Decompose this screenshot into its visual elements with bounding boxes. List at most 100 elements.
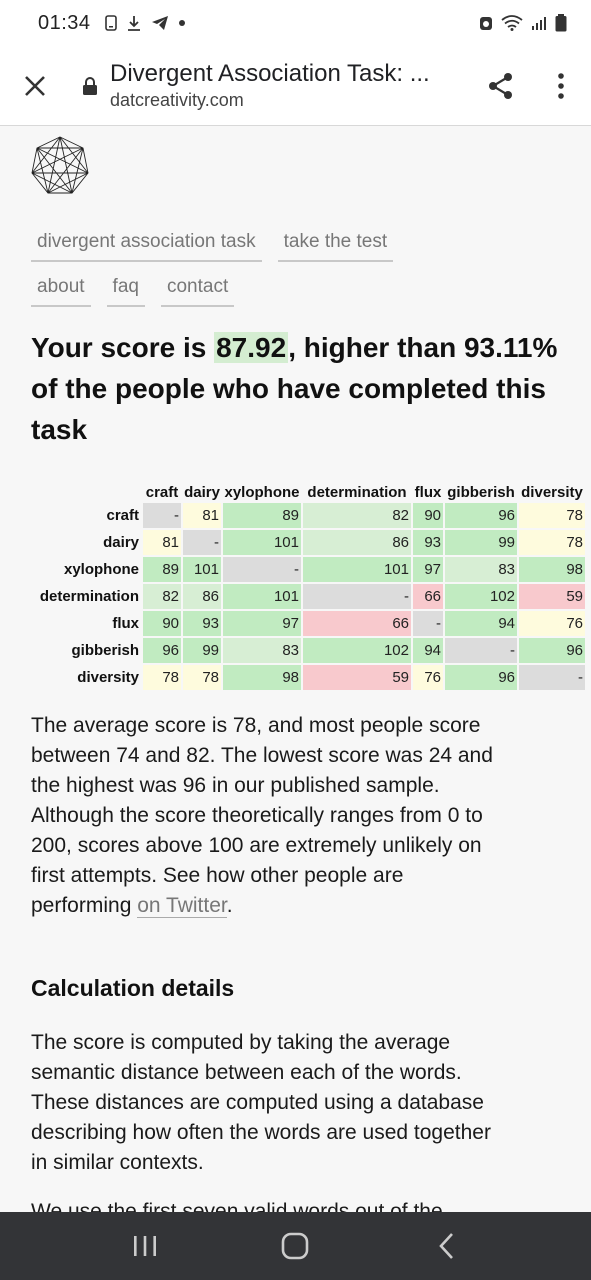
matrix-row: dairy 81-101 86 93 99 78 <box>2 530 585 555</box>
matrix-cell: 96 <box>445 665 517 690</box>
distance-matrix: craft dairy xylophone determination flux gibb… <box>0 479 591 692</box>
matrix-cell: 102 <box>303 638 411 663</box>
matrix-column-header: flux <box>414 484 442 501</box>
average-score-paragraph: The average score is 78, and most people… <box>31 711 501 921</box>
matrix-row-header: craft <box>106 507 139 524</box>
recent-apps-button[interactable] <box>115 1216 175 1276</box>
average-score-text: The average score is 78, and most people… <box>31 714 493 917</box>
calculation-paragraph: The score is computed by taking the aver… <box>31 1031 491 1174</box>
word-selection-paragraph: We use the first seven valid words out o… <box>31 1200 443 1212</box>
matrix-cell: 78 <box>143 665 181 690</box>
matrix-row-header: diversity <box>77 669 139 686</box>
matrix-cell: 90 <box>143 611 181 636</box>
matrix-cell: 78 <box>519 530 585 555</box>
matrix-cell: 102 <box>445 584 517 609</box>
score-value: 87.92 <box>214 332 289 363</box>
matrix-cell: 66 <box>303 611 411 636</box>
matrix-cell: 101 <box>223 584 301 609</box>
matrix-cell: 78 <box>519 503 585 528</box>
home-icon <box>282 1232 309 1260</box>
nav-link-about[interactable]: about <box>31 272 91 307</box>
heptagon-logo-icon[interactable] <box>29 135 91 197</box>
browser-toolbar: Divergent Association Task: ... datcreat… <box>0 46 591 126</box>
matrix-cell: 99 <box>445 530 517 555</box>
matrix-row-header: xylophone <box>63 561 139 578</box>
matrix-cell: 83 <box>445 557 517 582</box>
close-icon <box>25 75 45 96</box>
page-title: Divergent Association Task: ... <box>110 60 430 87</box>
page-domain: datcreativity.com <box>110 90 244 110</box>
share-icon <box>489 72 512 99</box>
matrix-cell: 101 <box>183 557 221 582</box>
matrix-cell: - <box>223 557 301 582</box>
matrix-cell: 83 <box>223 638 301 663</box>
telegram-icon <box>151 16 168 30</box>
close-tab-button[interactable] <box>0 46 70 126</box>
matrix-cell: 59 <box>519 584 585 609</box>
twitter-link[interactable]: on Twitter <box>137 894 227 918</box>
status-bar: 01:34 <box>0 0 591 46</box>
matrix-cell: 66 <box>413 584 443 609</box>
matrix-cell: 81 <box>183 503 221 528</box>
site-navigation: divergent association task take the test… <box>31 227 551 317</box>
battery-icon <box>555 14 567 32</box>
nav-link-contact[interactable]: contact <box>160 272 235 307</box>
matrix-corner <box>2 481 141 501</box>
matrix-cell: 96 <box>519 638 585 663</box>
calculation-details-heading: Calculation details <box>31 975 235 1001</box>
matrix-row: flux 90 93 97 66-94 76 <box>2 611 585 636</box>
matrix-cell: 78 <box>183 665 221 690</box>
matrix-cell: 93 <box>413 530 443 555</box>
matrix-cell: 89 <box>223 503 301 528</box>
matrix-cell: - <box>519 665 585 690</box>
matrix-cell: 97 <box>223 611 301 636</box>
matrix-cell: 81 <box>143 530 181 555</box>
matrix-cell: 90 <box>413 503 443 528</box>
matrix-cell: - <box>303 584 411 609</box>
matrix-row-header: dairy <box>103 534 139 551</box>
matrix-cell: 98 <box>223 665 301 690</box>
more-options-button[interactable] <box>531 46 591 126</box>
score-heading: Your score is 87.92, higher than 93.11% … <box>31 327 571 450</box>
matrix-cell: 82 <box>143 584 181 609</box>
recent-apps-icon <box>134 1236 157 1256</box>
signal-icon <box>532 17 546 30</box>
matrix-cell: 89 <box>143 557 181 582</box>
site-info-button[interactable] <box>70 76 110 96</box>
download-icon <box>127 16 140 31</box>
back-button[interactable] <box>416 1216 476 1276</box>
matrix-cell: - <box>183 530 221 555</box>
matrix-row: diversity 78 78 98 59 76 96- <box>2 665 585 690</box>
matrix-column-header: dairy <box>184 484 220 501</box>
screenshot-icon <box>104 15 117 31</box>
matrix-row-header: determination <box>39 588 139 605</box>
nav-link-dat[interactable]: divergent association task <box>31 227 262 262</box>
matrix-cell: 86 <box>183 584 221 609</box>
alarm-icon <box>480 17 492 30</box>
matrix-cell: 94 <box>413 638 443 663</box>
wifi-icon <box>501 15 523 31</box>
matrix-cell: 86 <box>303 530 411 555</box>
matrix-column-header: gibberish <box>447 484 515 501</box>
matrix-cell: 99 <box>183 638 221 663</box>
nav-link-faq[interactable]: faq <box>106 272 145 307</box>
back-icon <box>439 1233 453 1259</box>
score-suffix: , higher than 93.11% of the people who h… <box>31 332 558 445</box>
matrix-cell: 82 <box>303 503 411 528</box>
more-vert-icon <box>558 72 564 99</box>
matrix-row: craft -81 89 82 90 96 78 <box>2 503 585 528</box>
url-bar[interactable]: Divergent Association Task: ... datcreat… <box>110 60 471 111</box>
page-content: divergent association task take the test… <box>0 127 591 1212</box>
matrix-row: determination 82 86 101-66 102 59 <box>2 584 585 609</box>
matrix-row-header: gibberish <box>71 642 139 659</box>
matrix-cell: 76 <box>413 665 443 690</box>
status-time: 01:34 <box>38 11 91 34</box>
distance-matrix-table: craft dairy xylophone determination flux gibb… <box>0 479 587 692</box>
lock-icon <box>83 76 97 95</box>
home-button[interactable] <box>265 1216 325 1276</box>
nav-link-take-test[interactable]: take the test <box>277 227 394 262</box>
matrix-row: xylophone 89 101-101 97 83 98 <box>2 557 585 582</box>
matrix-cell: 94 <box>445 611 517 636</box>
share-button[interactable] <box>471 46 531 126</box>
matrix-cell: 101 <box>303 557 411 582</box>
